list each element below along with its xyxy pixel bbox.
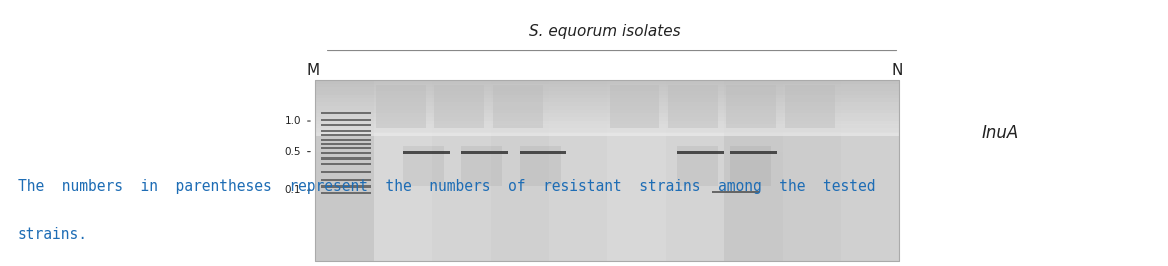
Bar: [315, 87, 899, 91]
Bar: [315, 89, 899, 98]
Text: N: N: [891, 63, 903, 78]
Bar: [520, 146, 561, 186]
Bar: [315, 80, 899, 261]
Bar: [434, 85, 484, 128]
Bar: [315, 102, 899, 106]
Bar: [315, 152, 899, 161]
Bar: [321, 179, 371, 181]
Bar: [315, 116, 899, 125]
Bar: [491, 80, 549, 261]
Bar: [315, 110, 899, 113]
Bar: [315, 98, 899, 107]
Bar: [315, 117, 899, 121]
Bar: [321, 143, 371, 145]
Bar: [666, 80, 724, 261]
Bar: [321, 185, 371, 188]
Bar: [607, 80, 666, 261]
Bar: [315, 225, 899, 234]
Bar: [783, 80, 841, 261]
Bar: [315, 179, 899, 188]
Bar: [668, 85, 717, 128]
Bar: [730, 151, 777, 154]
Text: S. equorum isolates: S. equorum isolates: [529, 24, 681, 39]
Bar: [321, 130, 371, 132]
Bar: [321, 139, 371, 141]
Bar: [315, 206, 899, 215]
Bar: [376, 85, 425, 128]
Bar: [321, 192, 371, 194]
Bar: [315, 80, 374, 261]
Bar: [315, 80, 899, 89]
Bar: [403, 146, 444, 186]
Bar: [549, 80, 607, 261]
Text: 0.1: 0.1: [285, 185, 301, 195]
Bar: [315, 143, 899, 152]
Bar: [315, 80, 899, 261]
Bar: [315, 91, 899, 95]
Bar: [315, 121, 899, 124]
Bar: [432, 80, 491, 261]
Bar: [315, 95, 899, 98]
Text: strains.: strains.: [18, 227, 88, 242]
Bar: [321, 112, 371, 114]
Bar: [321, 163, 371, 165]
Bar: [677, 151, 724, 154]
Bar: [321, 119, 371, 121]
Text: The  numbers  in  parentheses  represent  the  numbers  of  resistant  strains  : The numbers in parentheses represent the…: [18, 179, 875, 194]
Bar: [374, 80, 432, 261]
Bar: [315, 125, 899, 134]
Bar: [315, 188, 899, 197]
Bar: [841, 80, 899, 261]
Bar: [461, 151, 508, 154]
Bar: [315, 84, 899, 87]
Bar: [403, 151, 450, 154]
Bar: [321, 124, 371, 126]
Bar: [315, 170, 899, 179]
Bar: [315, 234, 899, 243]
Bar: [461, 146, 502, 186]
Bar: [315, 215, 899, 225]
Bar: [785, 85, 834, 128]
Bar: [315, 243, 899, 252]
Text: 1.0: 1.0: [285, 116, 301, 126]
Bar: [712, 191, 759, 193]
Bar: [315, 71, 899, 80]
Bar: [315, 132, 899, 136]
Bar: [677, 146, 718, 186]
Bar: [315, 113, 899, 117]
Bar: [315, 106, 899, 110]
Bar: [321, 147, 371, 149]
Bar: [315, 80, 899, 133]
Text: 0.5: 0.5: [285, 147, 301, 157]
Bar: [321, 157, 371, 160]
Bar: [315, 161, 899, 170]
Text: InuA: InuA: [981, 124, 1018, 142]
Bar: [315, 98, 899, 102]
Bar: [726, 85, 776, 128]
Bar: [315, 107, 899, 116]
Text: M: M: [306, 63, 320, 78]
Bar: [315, 197, 899, 206]
Bar: [315, 80, 899, 84]
Bar: [321, 134, 371, 136]
Bar: [315, 134, 899, 143]
Bar: [315, 128, 899, 132]
Bar: [724, 80, 783, 261]
Bar: [610, 85, 659, 128]
Bar: [520, 151, 566, 154]
Bar: [321, 171, 371, 173]
Bar: [730, 146, 771, 186]
Bar: [321, 152, 371, 154]
Bar: [315, 124, 899, 128]
Bar: [493, 85, 542, 128]
